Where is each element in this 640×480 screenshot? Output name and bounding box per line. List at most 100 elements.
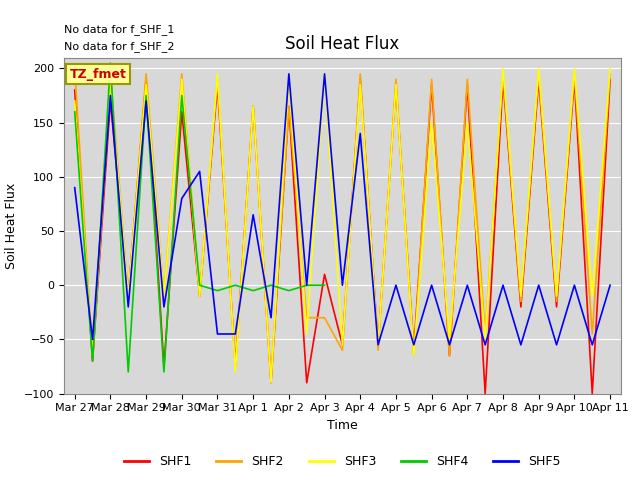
SHF5 <box>106 93 114 98</box>
SHF5 <box>445 342 453 348</box>
SHF1 <box>445 353 453 359</box>
SHF3 <box>463 120 471 125</box>
SHF4 <box>267 282 275 288</box>
SHF5 <box>339 282 346 288</box>
SHF2 <box>124 293 132 299</box>
SHF2 <box>588 331 596 337</box>
SHF2 <box>160 293 168 299</box>
SHF5 <box>285 71 292 77</box>
SHF5 <box>410 342 418 348</box>
SHF5 <box>428 282 435 288</box>
SHF2 <box>196 293 204 299</box>
SHF2 <box>267 374 275 380</box>
SHF1 <box>356 76 364 82</box>
SHF3 <box>196 293 204 299</box>
SHF5 <box>570 282 578 288</box>
SHF3 <box>588 293 596 299</box>
SHF4 <box>250 288 257 293</box>
SHF2 <box>106 71 114 77</box>
SHF1 <box>71 87 79 93</box>
SHF2 <box>535 71 543 77</box>
Y-axis label: Soil Heat Flux: Soil Heat Flux <box>5 182 19 269</box>
SHF2 <box>463 76 471 82</box>
SHF2 <box>374 348 382 353</box>
SHF1 <box>89 358 97 364</box>
SHF2 <box>250 104 257 109</box>
SHF1 <box>232 364 239 370</box>
Text: No data for f_SHF_2: No data for f_SHF_2 <box>64 41 175 52</box>
SHF1 <box>106 98 114 104</box>
SHF4 <box>178 93 186 98</box>
SHF5 <box>553 342 561 348</box>
SHF5 <box>267 315 275 321</box>
SHF3 <box>356 82 364 87</box>
SHF3 <box>285 76 292 82</box>
Line: SHF2: SHF2 <box>75 69 610 377</box>
SHF4 <box>285 288 292 293</box>
SHF3 <box>160 293 168 299</box>
Line: SHF3: SHF3 <box>75 69 610 383</box>
SHF1 <box>428 82 435 87</box>
SHF5 <box>463 282 471 288</box>
SHF3 <box>142 82 150 87</box>
SHF3 <box>71 98 79 104</box>
SHF2 <box>142 71 150 77</box>
SHF1 <box>178 109 186 115</box>
SHF3 <box>410 353 418 359</box>
Line: SHF5: SHF5 <box>75 74 610 345</box>
SHF1 <box>392 82 400 87</box>
SHF1 <box>339 342 346 348</box>
SHF5 <box>356 131 364 136</box>
SHF2 <box>232 364 239 370</box>
SHF3 <box>214 71 221 77</box>
SHF5 <box>124 304 132 310</box>
SHF2 <box>303 315 310 321</box>
SHF3 <box>481 336 489 342</box>
SHF1 <box>285 104 292 109</box>
SHF3 <box>374 342 382 348</box>
SHF1 <box>214 82 221 87</box>
SHF4 <box>160 369 168 375</box>
SHF2 <box>570 71 578 77</box>
SHF2 <box>321 315 328 321</box>
SHF2 <box>606 71 614 77</box>
Title: Soil Heat Flux: Soil Heat Flux <box>285 35 399 53</box>
SHF2 <box>553 299 561 304</box>
SHF5 <box>196 168 204 174</box>
SHF2 <box>499 71 507 77</box>
SHF1 <box>160 364 168 370</box>
SHF4 <box>142 93 150 98</box>
SHF1 <box>499 76 507 82</box>
SHF2 <box>89 353 97 359</box>
SHF1 <box>196 293 204 299</box>
SHF4 <box>214 288 221 293</box>
SHF2 <box>517 299 525 304</box>
SHF1 <box>124 293 132 299</box>
SHF1 <box>303 380 310 385</box>
SHF5 <box>321 71 328 77</box>
SHF4 <box>232 282 239 288</box>
SHF3 <box>428 120 435 125</box>
SHF2 <box>392 76 400 82</box>
SHF4 <box>89 358 97 364</box>
SHF1 <box>535 76 543 82</box>
SHF2 <box>178 71 186 77</box>
SHF3 <box>303 331 310 337</box>
X-axis label: Time: Time <box>327 419 358 432</box>
SHF2 <box>356 71 364 77</box>
SHF1 <box>481 391 489 396</box>
SHF3 <box>321 71 328 77</box>
SHF3 <box>106 82 114 87</box>
SHF1 <box>321 272 328 277</box>
SHF5 <box>499 282 507 288</box>
SHF3 <box>339 342 346 348</box>
SHF3 <box>124 293 132 299</box>
Line: SHF1: SHF1 <box>75 79 610 394</box>
SHF5 <box>535 282 543 288</box>
SHF3 <box>606 66 614 72</box>
SHF3 <box>250 104 257 109</box>
SHF5 <box>89 336 97 342</box>
SHF1 <box>374 342 382 348</box>
SHF5 <box>481 342 489 348</box>
SHF1 <box>142 76 150 82</box>
